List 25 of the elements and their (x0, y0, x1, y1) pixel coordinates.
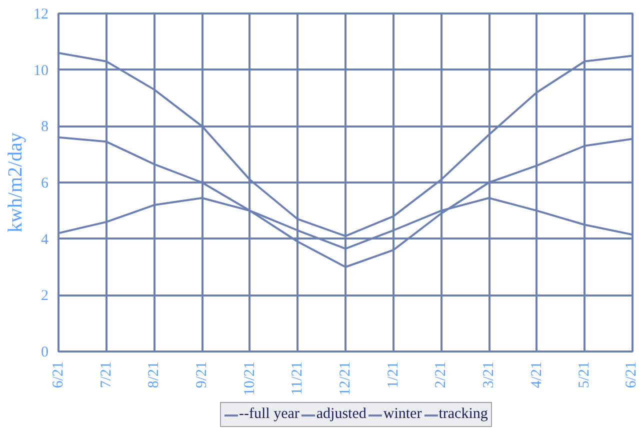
legend-label: --full year (239, 406, 300, 423)
x-tick-label: 7/21 (98, 361, 114, 388)
x-tick-label: 3/21 (481, 361, 497, 388)
x-tick-label: 1/21 (385, 361, 402, 388)
legend-label: winter (383, 406, 422, 423)
x-tick-label: 2/21 (433, 361, 450, 388)
x-tick-label: 6/21 (50, 361, 66, 388)
y-tick-label: 8 (41, 119, 48, 136)
y-tick-label: 10 (34, 62, 48, 79)
y-tick-label: 0 (41, 344, 48, 360)
y-tick-label: 4 (41, 232, 49, 248)
x-tick-label: 6/21 (624, 361, 639, 388)
legend-label: tracking (438, 406, 488, 423)
y-axis-title: kwh/m2/day (4, 132, 26, 232)
x-tick-label: 10/21 (242, 361, 258, 396)
x-tick-label: 9/21 (194, 361, 210, 388)
y-tick-label: 12 (34, 6, 48, 22)
legend-label: adjusted (316, 406, 366, 423)
x-tick-label: 5/21 (576, 361, 593, 388)
x-tick-label: 12/21 (338, 361, 354, 396)
x-tick-label: 4/21 (528, 361, 545, 388)
y-tick-label: 6 (41, 176, 49, 192)
x-tick-label: 11/21 (290, 361, 306, 396)
x-tick-label: 8/21 (146, 361, 162, 388)
y-tick-label: 2 (41, 288, 48, 304)
